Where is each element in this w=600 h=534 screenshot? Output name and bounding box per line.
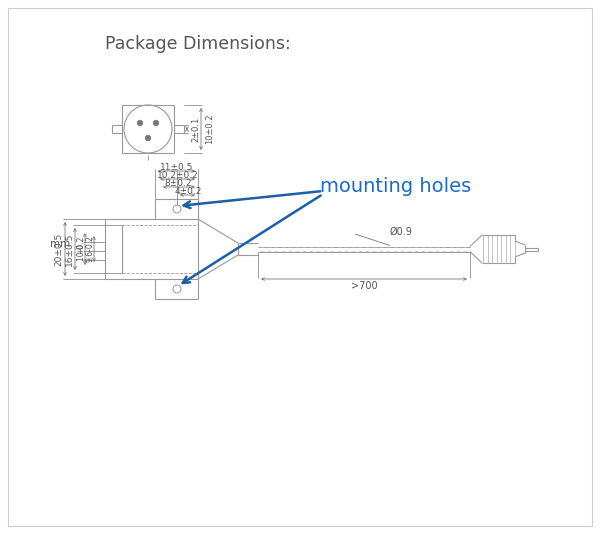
Text: 2±0.1: 2±0.1 — [191, 116, 200, 142]
Text: >700: >700 — [350, 281, 377, 291]
Text: 10.2±0.2: 10.2±0.2 — [157, 170, 199, 179]
Text: 8±0.2: 8±0.2 — [165, 178, 192, 187]
Text: 20±0.5: 20±0.5 — [55, 232, 64, 265]
Text: 9.6-0.2: 9.6-0.2 — [86, 235, 95, 262]
Text: Ø0.9: Ø0.9 — [390, 227, 413, 237]
Text: Package Dimensions:: Package Dimensions: — [105, 35, 291, 53]
Circle shape — [145, 135, 151, 141]
Circle shape — [153, 120, 159, 126]
Circle shape — [137, 120, 143, 126]
Text: mounting holes: mounting holes — [320, 177, 471, 197]
Text: mm: mm — [50, 239, 70, 249]
Text: +0.2: +0.2 — [77, 236, 86, 254]
Text: 4±0.2: 4±0.2 — [175, 186, 202, 195]
Text: 10 0: 10 0 — [77, 245, 86, 262]
Text: 11±0.5: 11±0.5 — [160, 162, 193, 171]
Text: 10±0.2: 10±0.2 — [205, 114, 215, 144]
Text: 16±0.5: 16±0.5 — [65, 232, 74, 266]
